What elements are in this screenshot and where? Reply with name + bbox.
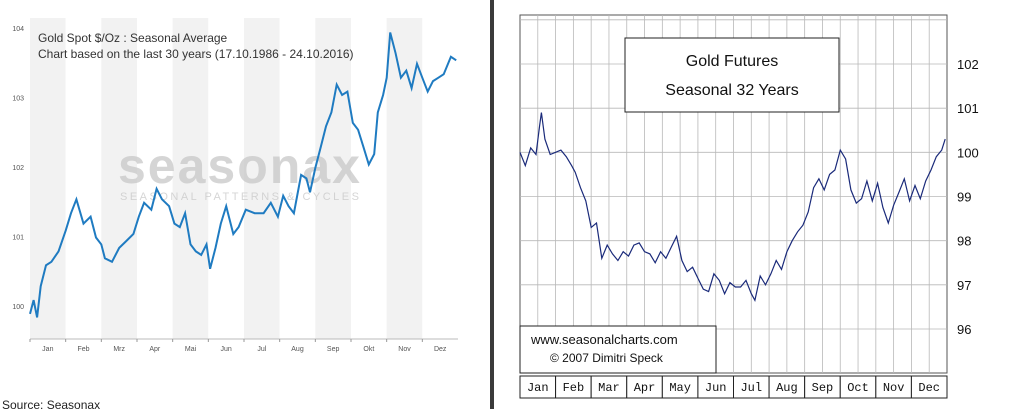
seasonal-line xyxy=(519,112,946,302)
credit-box: www.seasonalcharts.com © 2007 Dimitri Sp… xyxy=(519,325,717,374)
seasonal-line xyxy=(29,32,457,318)
x-tick-label: Feb xyxy=(563,381,585,395)
x-tick-label: Apr xyxy=(634,381,656,395)
credit-url: www.seasonalcharts.com xyxy=(530,332,678,347)
x-tick-label: Mrz xyxy=(113,346,125,353)
chart-title: Gold Futures xyxy=(686,53,778,70)
month-band xyxy=(279,18,316,339)
y-tick-label: 100 xyxy=(12,304,24,311)
month-band xyxy=(315,18,351,339)
x-tick-label: Sep xyxy=(327,346,340,353)
x-tick-label: Oct xyxy=(847,381,869,395)
y-tick-label: 97 xyxy=(957,278,971,293)
month-band xyxy=(172,18,209,339)
x-tick-label: Nov xyxy=(883,381,905,395)
x-tick-label: Aug xyxy=(776,381,798,395)
x-tick-label: Jun xyxy=(705,381,727,395)
y-tick-labels: 100 101 102 103 104 xyxy=(12,26,24,311)
x-tick-label: Apr xyxy=(149,346,161,353)
y-tick-label: 102 xyxy=(12,165,24,172)
y-tick-label: 104 xyxy=(12,26,24,33)
y-tick-label: 99 xyxy=(957,190,971,205)
month-band xyxy=(208,18,244,339)
y-tick-label: 101 xyxy=(12,235,24,242)
seasonalcharts-panel: 96 97 98 99 100 101 102 Gold Futures Seasonal … xyxy=(494,0,1023,409)
month-band xyxy=(351,18,387,339)
credit-copyright: © 2007 Dimitri Speck xyxy=(550,351,664,365)
month-box xyxy=(910,375,948,399)
seasonax-chart: 100 101 102 103 104 seasonax SEASONAL PATTER… xyxy=(12,18,458,353)
month-band xyxy=(422,18,458,339)
x-tick-label: Dez xyxy=(434,346,447,353)
x-tick-label: Jul xyxy=(740,381,762,395)
chart-subtitle: Seasonal 32 Years xyxy=(665,82,798,99)
x-tick-label: May xyxy=(669,381,691,395)
x-tick-label: Jan xyxy=(527,381,549,395)
x-tick-label: Feb xyxy=(77,346,89,353)
month-bands xyxy=(30,18,458,339)
y-tick-label: 100 xyxy=(957,145,979,160)
watermark-tagline: SEASONAL PATTERNS & CYCLES xyxy=(120,191,361,203)
month-band xyxy=(137,18,173,339)
watermark: seasonax SEASONAL PATTERNS & CYCLES xyxy=(118,138,362,203)
y-tick-label: 102 xyxy=(957,57,979,72)
month-band xyxy=(30,18,66,339)
x-tick-label: Jun xyxy=(221,346,232,353)
panel-divider xyxy=(490,0,494,409)
x-tick-label: Mar xyxy=(598,381,620,395)
y-tick-label: 96 xyxy=(957,322,971,337)
chart-title: Gold Spot $/Oz : Seasonal Average xyxy=(38,31,228,45)
x-tick-label: Aug xyxy=(291,346,304,353)
y-tick-label: 101 xyxy=(957,101,979,116)
month-band xyxy=(244,18,280,339)
y-tick-label: 98 xyxy=(957,234,971,249)
x-tick-labels: Jan Feb Mrz Apr Mai Jun Jul Aug Sep Okt Nov Dez xyxy=(29,339,447,353)
month-band xyxy=(101,18,137,339)
x-tick-label: Dec xyxy=(918,381,940,395)
y-tick-label: 103 xyxy=(12,96,24,103)
x-tick-label: Nov xyxy=(398,346,411,353)
x-tick-label: Mai xyxy=(185,346,197,353)
title-box: Gold Futures Seasonal 32 Years xyxy=(624,37,840,113)
watermark-logo: seasonax xyxy=(118,138,362,194)
seasonax-chart-panel: 100 101 102 103 104 seasonax SEASONAL PATTER… xyxy=(0,0,490,412)
x-tick-label: Jul xyxy=(257,346,266,353)
x-tick-label: Sep xyxy=(812,381,834,395)
seasonalcharts-chart: 96 97 98 99 100 101 102 Gold Futures Seasonal … xyxy=(519,14,979,399)
chart-subtitle: Chart based on the last 30 years (17.10.… xyxy=(38,47,354,61)
source-note: Source: Seasonax xyxy=(2,398,101,412)
x-tick-label: Okt xyxy=(363,346,374,353)
y-tick-labels: 96 97 98 99 100 101 102 xyxy=(957,57,979,337)
month-boxes: Jan Feb Mar Apr May Jun Jul Aug Sep Oct Nov Dec xyxy=(519,375,948,399)
month-band xyxy=(65,18,102,339)
x-tick-label: Jan xyxy=(42,346,53,353)
